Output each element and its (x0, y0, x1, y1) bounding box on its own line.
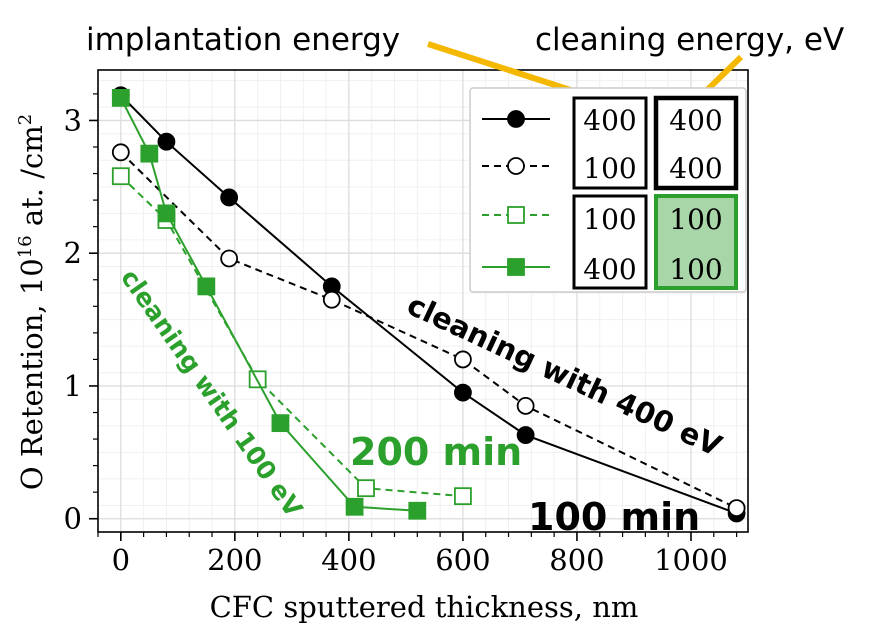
x-tick-label: 600 (435, 543, 490, 577)
legend-marker-3 (507, 206, 525, 224)
legend-box-implantation-black (572, 96, 648, 190)
legend-series-1-implantation: 400 (583, 104, 636, 137)
data-point-series-4 (271, 414, 290, 433)
time-100-annotation: 100 min (528, 495, 700, 539)
y-tick-label: 2 (64, 236, 82, 270)
implantation-energy-label: implantation energy (86, 22, 400, 58)
data-point-series-2 (454, 350, 472, 369)
legend-box-cleaning-black (653, 95, 739, 191)
implantation-arrow (427, 41, 589, 98)
plot-series (111, 86, 746, 523)
legend-box-implantation-green (572, 194, 648, 290)
legend-series-4-cleaning: 100 (669, 253, 722, 286)
x-tick-label: 200 (207, 543, 262, 577)
x-tick-label: 800 (549, 543, 604, 577)
legend-series-2-cleaning: 400 (669, 152, 722, 185)
data-point-series-4 (140, 144, 159, 163)
y-axis-label: O Retention, 1016 at. /cm2 (15, 114, 49, 490)
data-point-series-2 (727, 499, 746, 518)
legend-marker-1 (507, 110, 525, 128)
legend-series-4-implantation: 400 (583, 253, 636, 286)
data-point-series-1 (157, 132, 176, 151)
x-axis-label: CFC sputtered thickness, nm (210, 590, 639, 624)
legend-series-2-implantation: 100 (583, 152, 636, 185)
data-point-series-4 (345, 497, 364, 516)
data-point-series-2 (220, 249, 239, 268)
legend-series-3-cleaning: 100 (669, 203, 722, 236)
data-point-series-1 (516, 426, 535, 444)
series-line-2 (120, 151, 738, 510)
legend-box-cleaning-green (654, 194, 738, 290)
data-point-series-2 (322, 290, 341, 309)
data-point-series-3 (111, 167, 130, 186)
x-tick-label: 400 (321, 543, 376, 577)
plot-frame (97, 69, 749, 533)
data-point-series-3 (357, 479, 375, 498)
legend-keys (482, 110, 550, 276)
data-point-series-2 (111, 143, 130, 162)
legend: 400 400 100 400 100 100 400 100 (469, 87, 747, 293)
cleaning-energy-label: cleaning energy, eV (535, 22, 844, 58)
data-point-series-1 (220, 188, 239, 207)
x-tick-label: 0 (112, 543, 130, 577)
data-point-series-4 (408, 501, 427, 520)
y-tick-label: 0 (64, 502, 82, 536)
data-point-series-4 (197, 277, 216, 296)
x-tick-label: 1000 (654, 543, 728, 577)
series-4 (111, 88, 427, 520)
axes: 0 200 400 600 800 1000 0 1 2 3 (64, 69, 749, 577)
data-point-series-3 (454, 487, 472, 506)
data-point-series-1 (454, 383, 472, 402)
series-1 (111, 86, 746, 523)
legend-marker-2 (507, 157, 525, 175)
legend-series-1-cleaning: 400 (669, 104, 722, 137)
time-200-annotation: 200 min (350, 430, 522, 474)
data-point-series-4 (111, 88, 130, 107)
data-point-series-4 (157, 204, 176, 223)
data-point-series-2 (516, 396, 535, 415)
series-2 (111, 143, 746, 518)
legend-series-3-implantation: 100 (583, 203, 636, 236)
legend-marker-4 (507, 258, 525, 276)
y-tick-label: 1 (64, 369, 82, 403)
y-tick-label: 3 (64, 103, 82, 137)
